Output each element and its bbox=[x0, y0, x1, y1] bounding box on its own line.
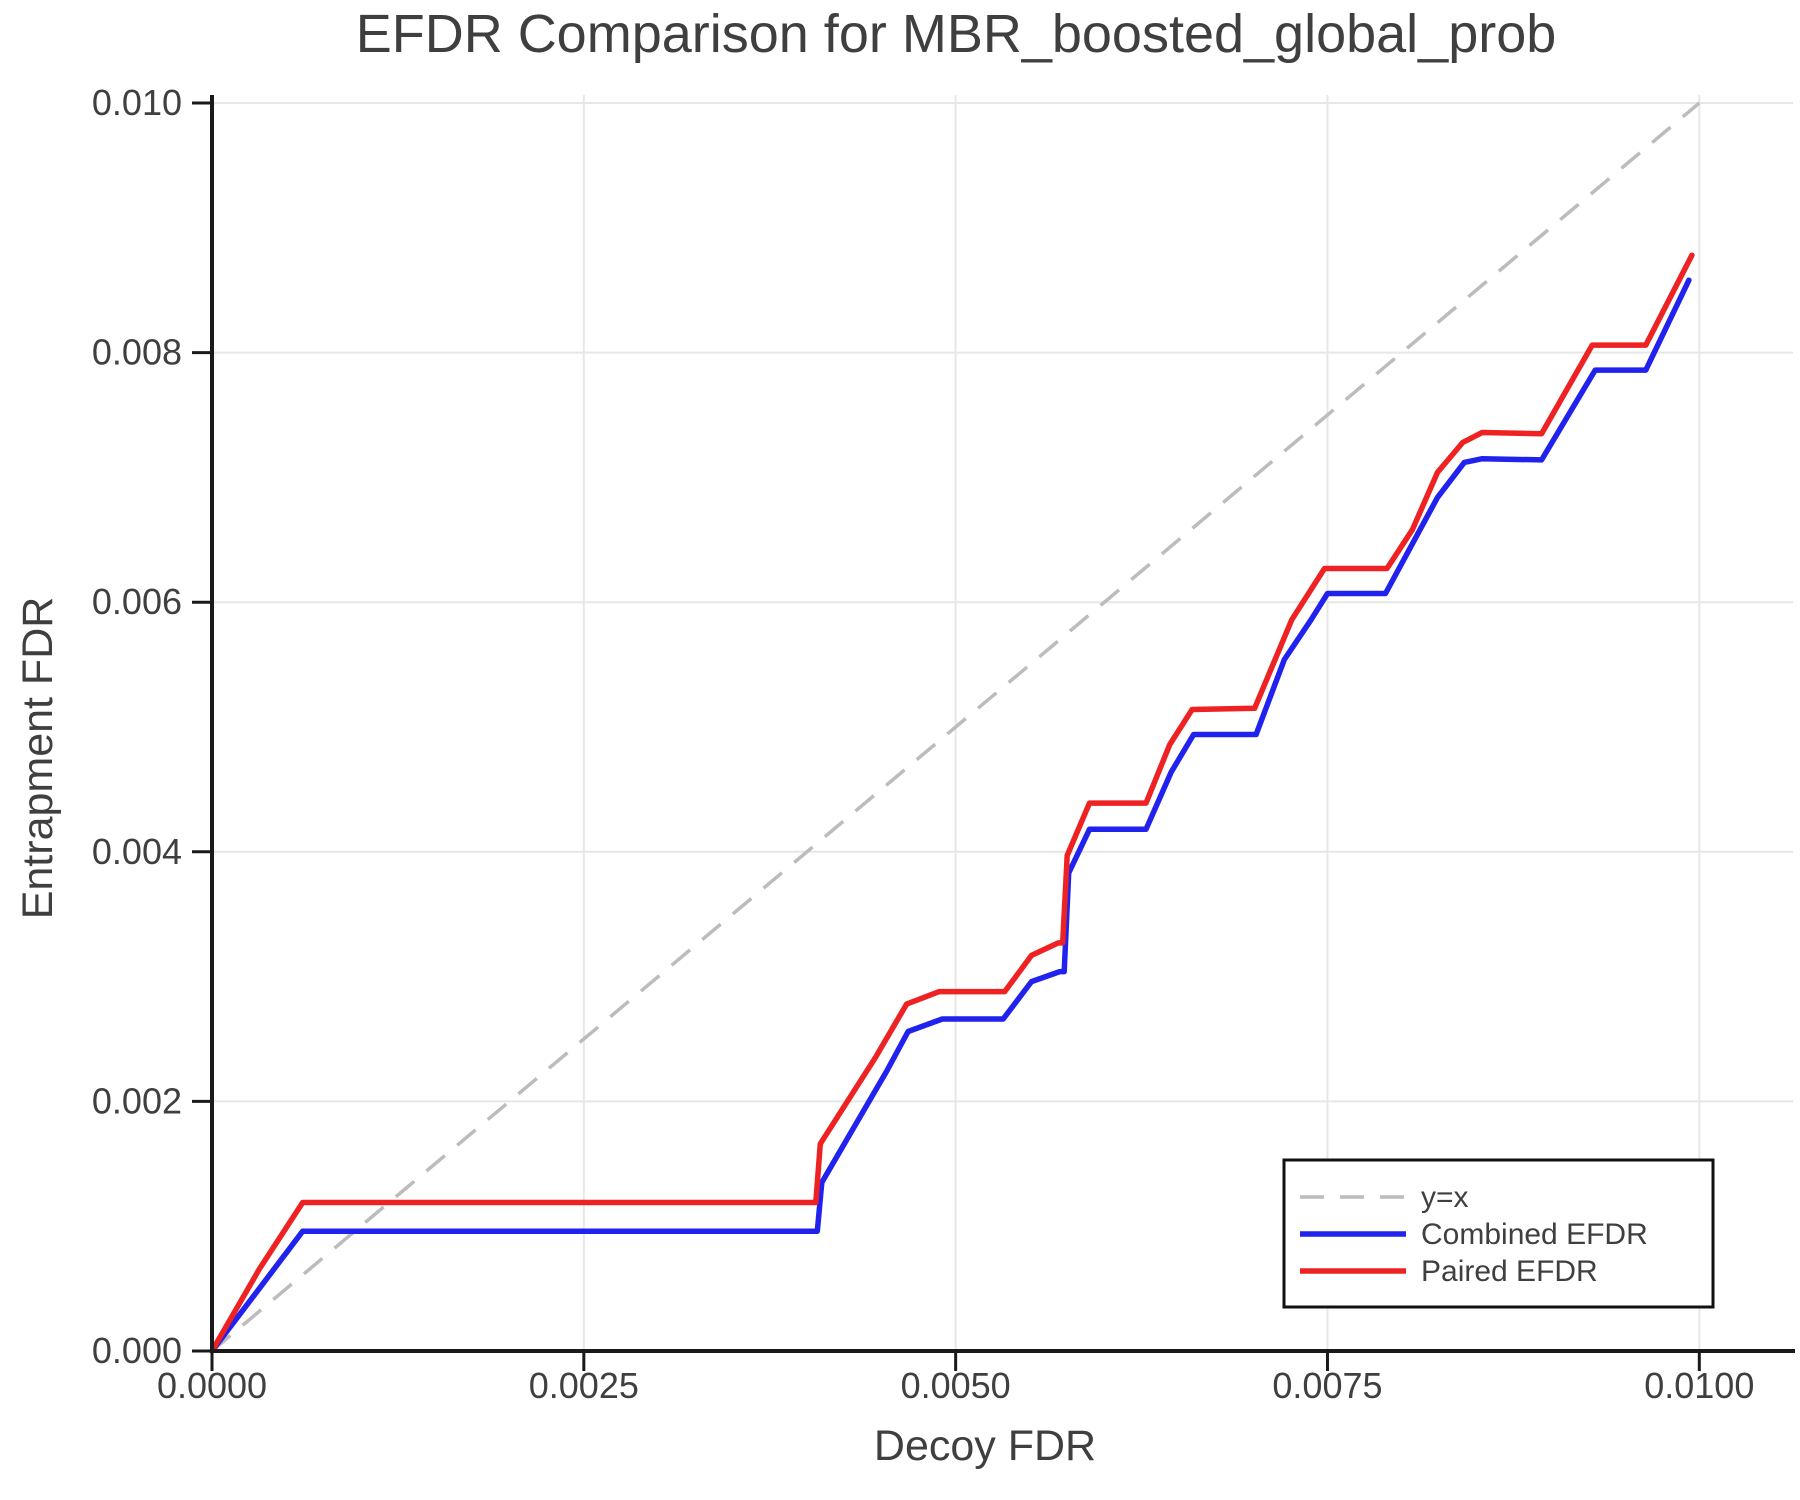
series-line-1 bbox=[209, 252, 1695, 1354]
x-tick-label: 0.0100 bbox=[1644, 1365, 1754, 1406]
chart-title: EFDR Comparison for MBR_boosted_global_p… bbox=[356, 4, 1557, 64]
y-tick-label: 0.008 bbox=[92, 332, 182, 373]
tick-labels: 0.0000 0.0025 0.0050 0.0075 0.0100 0.000 0.002… bbox=[92, 82, 1754, 1406]
y-tick-label: 0.002 bbox=[92, 1080, 182, 1121]
y-tick-label: 0.000 bbox=[92, 1330, 182, 1371]
y-tick-label: 0.010 bbox=[92, 82, 182, 123]
x-tick-label: 0.0075 bbox=[1272, 1365, 1382, 1406]
legend-label-paired: Paired EFDR bbox=[1421, 1255, 1598, 1288]
x-tick-label: 0.0000 bbox=[157, 1365, 267, 1406]
y-tick-label: 0.004 bbox=[92, 831, 182, 872]
axes-spines-and-ticks bbox=[192, 95, 1795, 1371]
legend: y=x Combined EFDR Paired EFDR bbox=[1282, 1158, 1715, 1309]
data-lines bbox=[209, 101, 1701, 1354]
y-axis-label: Entrapment FDR bbox=[14, 597, 62, 920]
legend-label-combined: Combined EFDR bbox=[1421, 1218, 1648, 1251]
reference-line-y-equals-x bbox=[210, 101, 1701, 1353]
x-axis-label: Decoy FDR bbox=[874, 1422, 1096, 1470]
grid-lines bbox=[212, 95, 1793, 1351]
series-line-0 bbox=[209, 277, 1692, 1354]
x-tick-label: 0.0025 bbox=[529, 1365, 639, 1406]
x-tick-label: 0.0050 bbox=[901, 1365, 1011, 1406]
legend-label-yx: y=x bbox=[1421, 1181, 1469, 1214]
y-tick-label: 0.006 bbox=[92, 581, 182, 622]
